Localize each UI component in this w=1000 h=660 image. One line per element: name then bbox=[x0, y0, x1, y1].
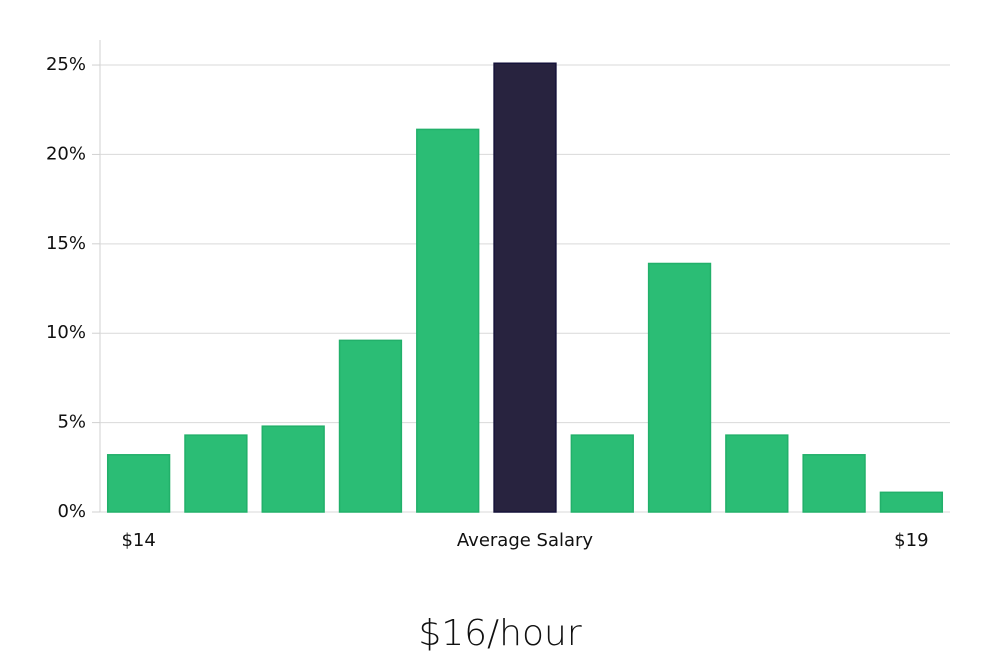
bar bbox=[802, 454, 866, 513]
bar bbox=[184, 434, 248, 513]
x-tick-label: Average Salary bbox=[457, 530, 594, 551]
bar bbox=[725, 434, 789, 513]
bar bbox=[338, 339, 403, 513]
bar bbox=[647, 262, 712, 513]
x-tick-label: $19 bbox=[894, 530, 928, 551]
x-tick-label: $14 bbox=[121, 530, 155, 551]
bar bbox=[493, 62, 557, 513]
bar bbox=[570, 434, 634, 513]
y-tick-label: 15% bbox=[46, 233, 86, 254]
y-tick-label: 10% bbox=[46, 322, 86, 343]
chart-subtitle: $16/hour bbox=[418, 613, 582, 654]
y-tick-label: 20% bbox=[46, 143, 86, 164]
y-tick-label: 5% bbox=[57, 412, 86, 433]
bar bbox=[879, 491, 944, 513]
y-tick-label: 0% bbox=[57, 501, 86, 522]
bar bbox=[106, 454, 171, 513]
bar bbox=[416, 128, 480, 513]
y-tick-label: 25% bbox=[46, 54, 86, 75]
bar bbox=[261, 425, 325, 513]
